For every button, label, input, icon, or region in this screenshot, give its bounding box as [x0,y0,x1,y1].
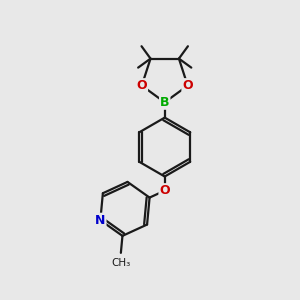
Text: O: O [136,79,147,92]
Text: N: N [95,214,106,227]
Text: CH₃: CH₃ [111,258,130,268]
Text: O: O [182,79,193,92]
Text: B: B [160,96,169,109]
Text: O: O [159,184,170,197]
